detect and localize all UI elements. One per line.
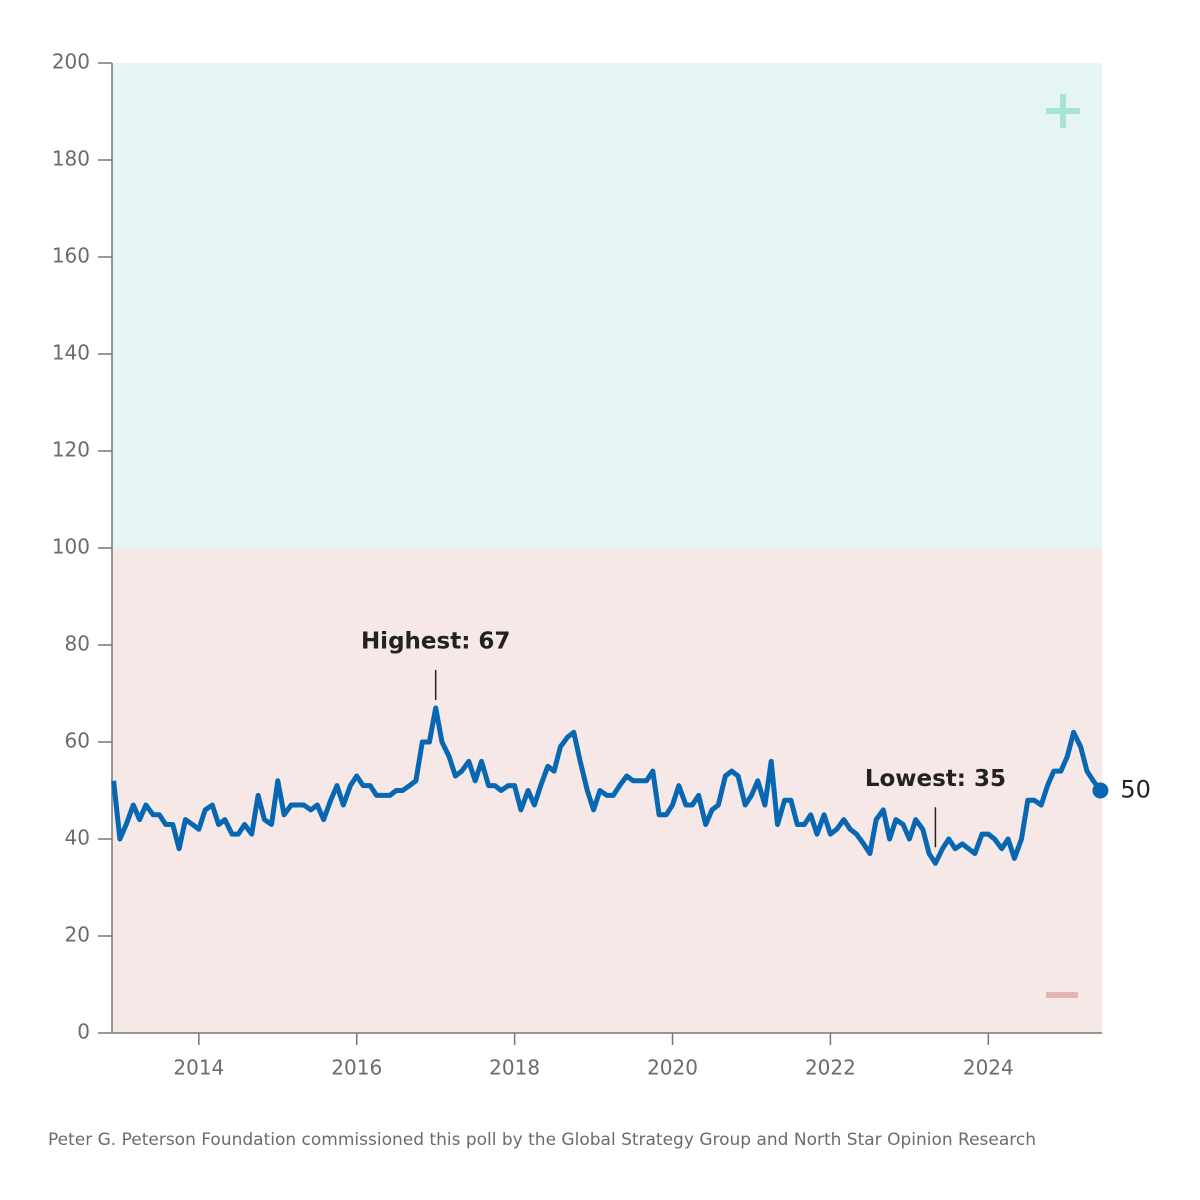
end-label: 50: [1120, 776, 1151, 804]
y-tick-label: 20: [65, 923, 90, 947]
positive-band: [112, 63, 1102, 548]
end-point: [1092, 782, 1109, 799]
y-tick-label: 180: [52, 147, 90, 171]
y-tick-label: 100: [52, 535, 90, 559]
y-tick-label: 160: [52, 244, 90, 268]
y-tick-label: 140: [52, 341, 90, 365]
source: Peter G. Peterson Foundation commissione…: [48, 1130, 1036, 1150]
y-tick-label: 200: [52, 50, 90, 74]
x-tick-label: 2016: [331, 1056, 382, 1080]
x-tick-label: 2018: [489, 1056, 540, 1080]
x-tick-label: 2020: [647, 1056, 698, 1080]
x-tick-label: 2014: [173, 1056, 224, 1080]
x-tick-label: 2022: [805, 1056, 856, 1080]
y-tick-label: 60: [65, 729, 90, 753]
line: [111, 705, 1103, 866]
annotation: Highest: 67: [361, 629, 510, 655]
plus-icon: [1046, 94, 1080, 128]
annotation: Lowest: 35: [865, 766, 1006, 792]
x-tick-label: 2024: [963, 1056, 1014, 1080]
y-tick-label: 0: [77, 1020, 90, 1044]
y-tick-label: 80: [65, 632, 90, 656]
y-tick-label: 40: [65, 826, 90, 850]
y-tick-label: 120: [52, 438, 90, 462]
